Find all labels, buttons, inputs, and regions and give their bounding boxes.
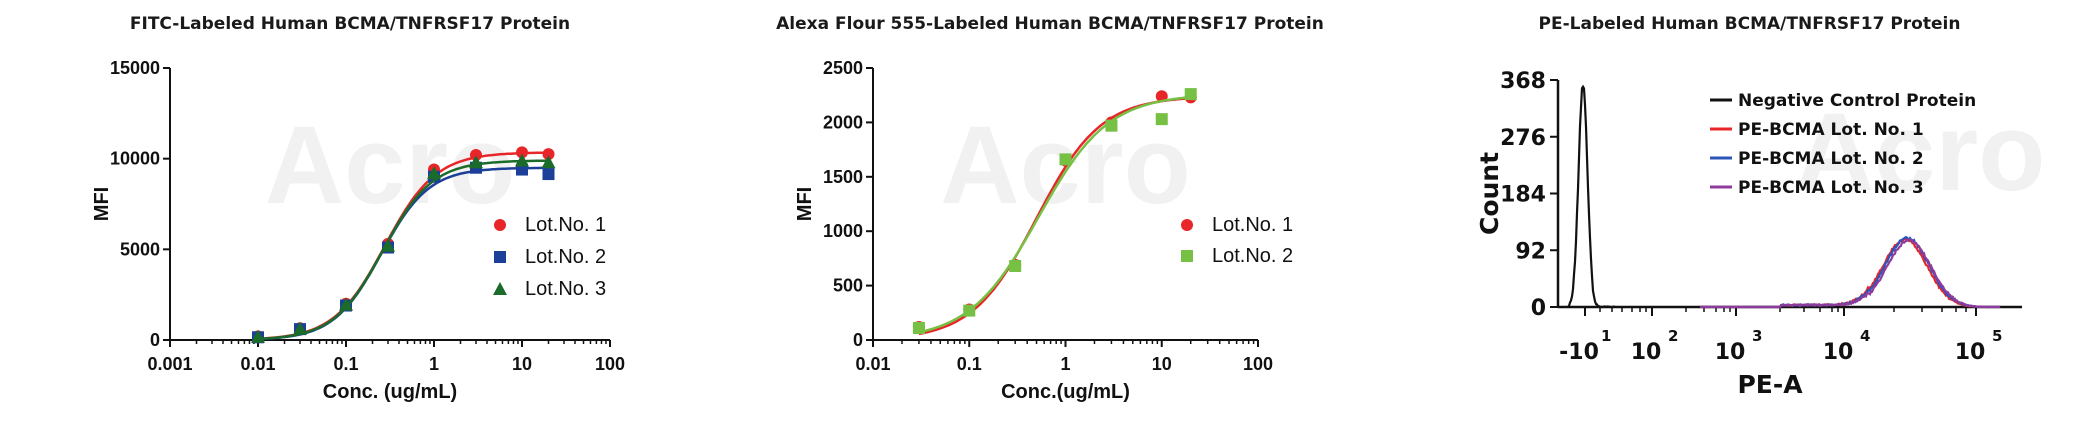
data-point: [427, 166, 441, 180]
data-point: [516, 163, 528, 176]
y-axis-label: MFI: [91, 187, 113, 221]
pe-histogram-panel: PE-Labeled Human BCMA/TNFRSF17 Protein A…: [1400, 0, 2099, 425]
x-tick-label: 0.01: [855, 354, 890, 374]
legend-marker: [1181, 250, 1193, 262]
data-point: [469, 149, 482, 162]
y-tick-label: 2500: [823, 58, 863, 78]
data-point: [516, 146, 528, 159]
chart-title: FITC-Labeled Human BCMA/TNFRSF17 Protein: [129, 14, 571, 34]
y-tick-label: 0: [1531, 296, 1546, 321]
legend-label: PE-BCMA Lot. No. 1: [1738, 120, 1924, 140]
fit-curve-3: [257, 159, 549, 341]
data-point: [515, 153, 529, 167]
data-point: [963, 304, 976, 317]
data-point: [380, 238, 395, 252]
legend-label: Lot.No. 1: [525, 214, 606, 236]
chart-title: PE-Labeled Human BCMA/TNFRSF17 Protein: [1538, 14, 1961, 34]
x-tick-exponent: 3: [1752, 327, 1762, 345]
x-tick-label: 10: [1152, 354, 1172, 374]
x-tick-base: 10: [1631, 340, 1662, 365]
data-point: [1009, 260, 1022, 273]
x-tick-exponent: 2: [1668, 327, 1678, 345]
histogram-trace-2: [1699, 236, 2001, 309]
x-tick-label: 0.1: [957, 354, 982, 374]
x-tick-label: 10: [512, 354, 532, 374]
y-tick-label: 500: [833, 276, 863, 296]
legend-label: PE-BCMA Lot. No. 2: [1738, 149, 1924, 169]
y-tick-label: 368: [1500, 69, 1546, 94]
data-point: [542, 148, 555, 161]
legend-marker: [494, 219, 506, 231]
data-point: [1184, 88, 1197, 101]
data-point: [912, 322, 925, 335]
x-tick-base: 10: [1823, 340, 1854, 365]
data-point: [1155, 113, 1168, 126]
x-tick-label: 0.01: [240, 354, 275, 374]
x-tick-label: 0.001: [147, 354, 192, 374]
x-tick-exponent: 1: [1601, 327, 1611, 345]
legend-marker: [1181, 219, 1193, 231]
x-axis-label: Conc. (ug/mL): [323, 381, 457, 403]
legend-label: Negative Control Protein: [1738, 91, 1976, 111]
y-tick-label: 0: [853, 330, 863, 350]
y-tick-label: 1000: [823, 221, 863, 241]
x-axis-label: PE-A: [1737, 370, 1803, 399]
y-tick-label: 15000: [110, 58, 160, 78]
y-tick-label: 2000: [823, 112, 863, 132]
data-point: [339, 297, 353, 311]
x-tick-label: 1: [1060, 354, 1070, 374]
y-tick-label: 184: [1500, 183, 1546, 208]
data-point: [468, 155, 483, 169]
y-axis-label: Count: [1475, 152, 1504, 235]
legend-label: Lot.No. 2: [1212, 245, 1293, 267]
legend-label: Lot.No. 2: [525, 246, 606, 268]
data-point: [541, 155, 556, 169]
watermark-text: Acro: [1795, 91, 2046, 214]
data-point: [1105, 119, 1118, 132]
legend-label: Lot.No. 3: [525, 278, 606, 300]
histogram-trace-1: [1567, 84, 1616, 309]
x-axis-label: Conc.(ug/mL): [1001, 381, 1130, 403]
x-tick-exponent: 5: [1992, 327, 2002, 345]
x-tick-label: 100: [595, 354, 625, 374]
data-point: [1059, 153, 1072, 166]
legend-marker: [493, 282, 507, 295]
x-tick-base: 10: [1715, 340, 1746, 365]
data-point: [542, 168, 555, 181]
x-tick-base: 10: [1955, 340, 1986, 365]
y-tick-label: 0: [150, 330, 160, 350]
x-tick-label: 1: [429, 354, 439, 374]
legend-label: PE-BCMA Lot. No. 3: [1738, 178, 1924, 198]
fitc-chart-panel: FITC-Labeled Human BCMA/TNFRSF17 Protein…: [0, 0, 700, 425]
y-tick-label: 92: [1515, 239, 1546, 264]
y-tick-label: 1500: [823, 167, 863, 187]
x-tick-exponent: 4: [1860, 327, 1870, 345]
legend-marker: [494, 251, 506, 263]
pe-histogram-svg: Acro 0 92 184 276 368 -101 10 2 10 3 10 4 10 5 PE-A Coun…: [1475, 69, 2046, 399]
x-tick-label: 100: [1243, 354, 1273, 374]
y-axis-label: MFI: [794, 187, 816, 221]
y-tick-label: 276: [1500, 126, 1546, 151]
y-tick-label: 10000: [110, 149, 160, 169]
data-point: [292, 321, 307, 335]
y-tick-label: 5000: [120, 239, 160, 259]
alexa-chart-panel: Alexa Flour 555-Labeled Human BCMA/TNFRS…: [700, 0, 1400, 425]
x-tick-label: 0.1: [333, 354, 358, 374]
data-point: [251, 329, 265, 343]
legend-label: Lot.No. 1: [1212, 214, 1293, 236]
histogram-trace-4: [1700, 238, 2001, 309]
x-tick-base: -10: [1559, 340, 1599, 365]
chart-title: Alexa Flour 555-Labeled Human BCMA/TNFRS…: [776, 14, 1324, 34]
histogram-trace-3: [1699, 235, 2001, 309]
